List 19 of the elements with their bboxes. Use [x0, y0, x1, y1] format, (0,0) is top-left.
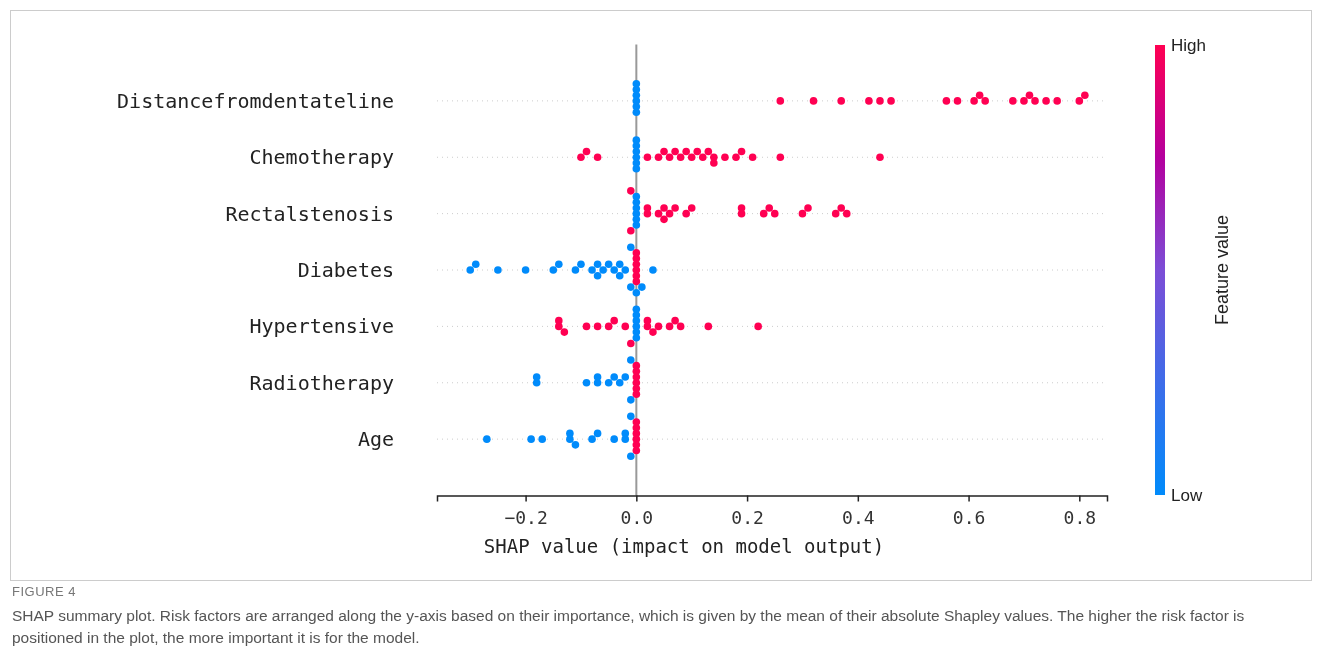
text: SHAP summary plot. Risk factors are arranged along the y-axis based on their importance, which is given by the mean of their absolute Shapley values. The higher the risk factor is positioned in the plot, the more important it is for the model.: [12, 606, 1246, 648]
y-tick-label: Distancefromdentateline: [117, 88, 394, 113]
y-tick-label: Chemotherapy: [249, 145, 394, 170]
color-bar-label: High: [1171, 35, 1206, 55]
color-bar-title: Feature value: [1212, 214, 1232, 326]
x-tick-label: 0.8: [1063, 507, 1097, 529]
y-tick-label: Rectalstenosis: [225, 201, 394, 226]
x-tick-label: 0.2: [731, 507, 764, 529]
x-axis-title: SHAP value (impact on model output): [483, 534, 885, 557]
y-tick-label: Diabetes: [297, 257, 394, 282]
y-tick-label: Hypertensive: [249, 314, 394, 339]
caption: FIGURE 4: [12, 584, 77, 599]
x-tick-label: 0.4: [842, 507, 875, 529]
y-tick-label: Radiotherapy: [249, 370, 394, 395]
x-tick-label: −0.2: [504, 507, 548, 529]
x-tick-label: 0.6: [952, 507, 986, 529]
x-tick-label: 0.0: [620, 507, 654, 529]
y-tick-label: Age: [357, 427, 394, 452]
color-bar-label: Low: [1171, 485, 1203, 505]
